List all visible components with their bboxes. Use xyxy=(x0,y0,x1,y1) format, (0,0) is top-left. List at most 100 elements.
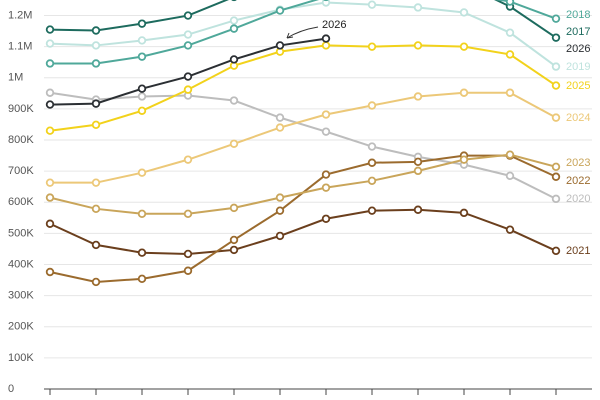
series-label: 2024 xyxy=(566,112,590,124)
data-point xyxy=(45,100,55,109)
data-point xyxy=(229,96,239,105)
data-point xyxy=(183,11,193,20)
data-point xyxy=(91,120,101,129)
data-point xyxy=(551,33,561,42)
data-point xyxy=(229,139,239,148)
data-point xyxy=(275,193,285,202)
data-point xyxy=(91,178,101,187)
data-point xyxy=(183,249,193,259)
data-point xyxy=(505,0,515,6)
data-point xyxy=(229,245,239,255)
y-tick-label: 1.1M xyxy=(8,41,32,53)
data-point xyxy=(45,88,55,97)
data-point xyxy=(137,92,147,101)
data-point xyxy=(229,16,239,25)
data-point xyxy=(505,28,515,37)
data-point xyxy=(459,88,469,97)
data-point xyxy=(551,246,561,256)
series-label: 2026 xyxy=(566,43,590,55)
data-point xyxy=(459,8,469,17)
data-point xyxy=(91,41,101,50)
series-line xyxy=(49,44,557,132)
data-point xyxy=(551,172,561,181)
annotation-arrowhead xyxy=(286,32,294,39)
data-point xyxy=(321,0,331,7)
data-point xyxy=(91,204,101,214)
data-point xyxy=(413,41,423,50)
data-point xyxy=(551,194,561,204)
data-point xyxy=(321,170,331,179)
series-label: 2019 xyxy=(566,61,590,73)
annotation: 2026 xyxy=(322,19,346,31)
data-point xyxy=(229,24,239,33)
y-tick-label: 100K xyxy=(8,352,34,364)
data-point xyxy=(137,36,147,45)
data-point xyxy=(229,203,239,213)
y-tick-label: 200K xyxy=(8,321,34,333)
data-point xyxy=(505,150,515,159)
data-point xyxy=(413,205,423,214)
data-point xyxy=(367,206,377,215)
series-line xyxy=(49,91,557,200)
data-point xyxy=(183,72,193,81)
data-point xyxy=(137,52,147,61)
data-point xyxy=(137,84,147,93)
y-tick-label: 1.2M xyxy=(8,9,32,21)
data-point xyxy=(459,155,469,164)
series-line xyxy=(49,153,557,215)
data-point xyxy=(275,113,285,122)
data-point xyxy=(321,34,331,43)
x-axis xyxy=(44,388,592,395)
y-tick-label: 600K xyxy=(8,196,34,208)
data-point xyxy=(183,41,193,50)
data-point xyxy=(91,99,101,108)
data-point xyxy=(275,41,285,50)
data-point xyxy=(413,92,423,101)
data-point xyxy=(45,126,55,135)
data-point xyxy=(459,42,469,51)
y-tick-label: 700K xyxy=(8,165,34,177)
data-point xyxy=(551,81,561,90)
annotation-arrow xyxy=(286,26,319,39)
data-point xyxy=(91,26,101,35)
data-point xyxy=(229,55,239,64)
y-tick-label: 900K xyxy=(8,103,34,115)
data-point xyxy=(321,110,331,119)
data-point xyxy=(367,101,377,110)
data-point xyxy=(275,123,285,132)
data-point xyxy=(137,168,147,177)
y-tick-label: 800K xyxy=(8,134,34,146)
series-line xyxy=(49,1,557,68)
data-point xyxy=(367,0,377,9)
data-point xyxy=(91,240,101,250)
data-point xyxy=(183,155,193,164)
y-axis: 0 100K 200K 300K 400K 500K 600K 700K 800K 900K 1M 1… xyxy=(8,9,592,395)
data-point xyxy=(45,39,55,48)
data-point xyxy=(321,127,331,136)
series-label: 2021 xyxy=(566,245,590,257)
series-label: 2018 xyxy=(566,9,590,21)
series-label: 2023 xyxy=(566,157,590,169)
series-line xyxy=(50,0,557,65)
data-point xyxy=(505,171,515,181)
data-point xyxy=(183,209,193,218)
data-point xyxy=(551,62,561,71)
data-point xyxy=(137,19,147,28)
data-point xyxy=(413,157,423,167)
data-point xyxy=(183,85,193,94)
series-label: 2020 xyxy=(566,193,590,205)
data-point xyxy=(91,277,101,287)
data-point xyxy=(505,225,515,234)
data-point xyxy=(551,162,561,172)
data-point xyxy=(551,113,561,122)
series-line xyxy=(49,208,557,255)
data-point xyxy=(367,176,377,186)
y-tick-label: 400K xyxy=(8,258,34,270)
data-point xyxy=(45,267,55,277)
data-point xyxy=(367,42,377,51)
series-label: 2017 xyxy=(566,26,590,38)
data-point xyxy=(137,106,147,115)
data-point xyxy=(45,25,55,34)
